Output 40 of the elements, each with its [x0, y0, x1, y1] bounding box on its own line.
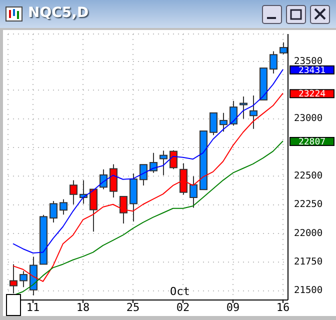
data-label: 23224 — [298, 90, 326, 100]
candlestick — [120, 196, 128, 224]
line-series — [12, 68, 284, 254]
candlestick — [280, 42, 288, 55]
y-tick-label: 21750 — [294, 256, 323, 268]
candlestick — [70, 180, 78, 205]
candlestick — [20, 270, 28, 288]
x-tick-label: 09 — [226, 300, 240, 314]
data-label: 22807 — [298, 137, 326, 148]
candlestick — [250, 94, 258, 130]
chart-title: NQC5,D — [28, 5, 89, 21]
candlestick — [220, 112, 228, 132]
candlestick — [170, 150, 178, 170]
y-tick-label: 22500 — [294, 170, 323, 182]
candlestick — [160, 150, 168, 176]
line-series — [12, 92, 284, 282]
x-tick-label: 11 — [26, 300, 40, 314]
y-tick-label: 23500 — [294, 56, 323, 67]
x-tick-label: 16 — [276, 300, 290, 314]
x-tick-label: 25 — [126, 300, 140, 314]
x-tick-label: 02 — [176, 300, 190, 314]
candlestick — [230, 100, 238, 126]
candlestick — [270, 50, 278, 74]
y-tick-label: 22250 — [294, 199, 323, 210]
candlestick — [150, 152, 158, 174]
candlestick — [210, 112, 218, 136]
y-tick-label: 22000 — [294, 228, 323, 239]
candlestick — [180, 162, 188, 196]
candlestick — [60, 198, 68, 216]
y-tick-label: 21500 — [294, 285, 323, 296]
data-label: 23431 — [298, 66, 326, 76]
candlestick — [50, 200, 58, 223]
annotation: Oct — [170, 285, 190, 298]
x-tick-label: 18 — [76, 300, 90, 314]
candlestick — [90, 188, 98, 232]
candlestick — [140, 164, 148, 186]
y-tick-label: 23000 — [294, 113, 323, 124]
candlestick — [190, 176, 198, 208]
candlestick — [110, 164, 118, 198]
candlestick — [240, 96, 248, 120]
